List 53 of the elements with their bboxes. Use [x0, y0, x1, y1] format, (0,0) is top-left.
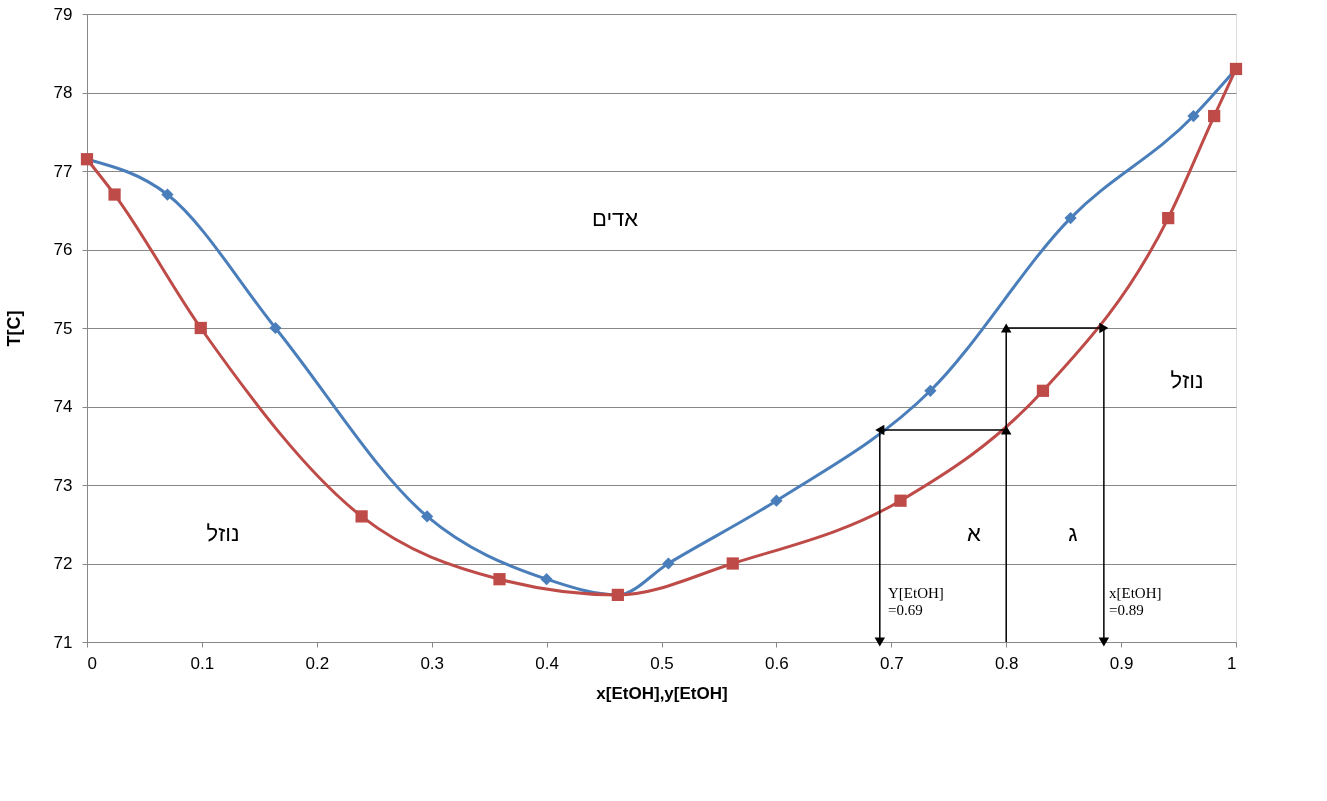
- point: [1000, 425, 1012, 435]
- point: [1098, 637, 1110, 647]
- point: [420, 510, 434, 523]
- y-axis-title: T[C]: [3, 310, 24, 347]
- y-tick-label: 73: [53, 475, 73, 495]
- x-tick-label: 0.5: [650, 653, 674, 673]
- y-tick-label: 76: [53, 240, 73, 259]
- x-tick-label: 0.4: [535, 653, 559, 673]
- annotation: א: [967, 521, 982, 546]
- x-axis-title: x[EtOH],y[EtOH]: [596, 683, 728, 703]
- point: [726, 557, 739, 570]
- point: [1162, 211, 1175, 225]
- x-tick-label: 0.8: [994, 653, 1019, 673]
- y-tick-label: 72: [53, 554, 73, 573]
- point: [1036, 384, 1050, 397]
- y-tick-label: 78: [53, 83, 73, 102]
- x-tick-label: 1: [1227, 653, 1237, 673]
- x-tick-label: 0.1: [190, 653, 215, 673]
- point: [1099, 322, 1109, 334]
- point: [194, 321, 207, 335]
- y-tick-label: 71: [53, 632, 73, 652]
- point: [894, 494, 907, 507]
- point: [924, 384, 937, 397]
- point: [540, 573, 553, 586]
- point: [875, 424, 885, 436]
- point: [1187, 109, 1200, 123]
- x-tick-label: 0.6: [765, 653, 789, 673]
- annotation: נוזל: [206, 521, 240, 546]
- point: [269, 321, 282, 335]
- point: [355, 510, 368, 523]
- point: [161, 188, 174, 201]
- x-tick-label: 0.9: [1109, 653, 1134, 673]
- x-tick-label: 0: [87, 653, 97, 673]
- y-tick-label: 75: [53, 318, 73, 338]
- x-tick-label: 0.7: [879, 653, 904, 673]
- annotation: x[EtOH] =0.89: [1109, 585, 1162, 618]
- x-tick-label: 0.2: [305, 653, 330, 673]
- annotation: Y[EtOH] =0.69: [888, 585, 944, 618]
- point: [1064, 211, 1077, 225]
- annotation: ג: [1068, 521, 1078, 546]
- y-tick-label: 74: [53, 397, 73, 416]
- annotation: נוזל: [1170, 368, 1204, 393]
- point: [874, 637, 886, 647]
- y-tick-label: 79: [53, 4, 73, 24]
- point: [662, 557, 675, 570]
- point: [108, 188, 121, 201]
- point: [770, 494, 783, 507]
- point: [493, 573, 506, 586]
- point: [1000, 323, 1012, 333]
- x-tick-label: 0.3: [420, 653, 445, 673]
- y-tick-label: 77: [53, 161, 73, 181]
- point: [1208, 109, 1221, 123]
- annotation: אדים: [591, 206, 639, 231]
